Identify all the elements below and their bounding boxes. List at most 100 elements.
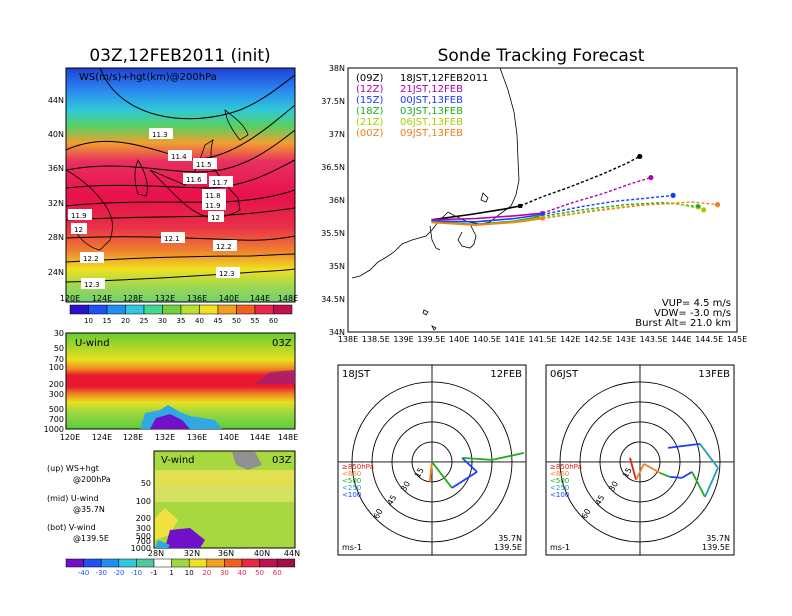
u-level: 100 bbox=[49, 363, 64, 372]
colorbar-tick: 50 bbox=[255, 569, 264, 577]
ws-lat-label: 28N bbox=[48, 233, 64, 242]
hodo-segment bbox=[431, 461, 453, 489]
colorbar-swatch bbox=[69, 304, 89, 315]
v-lat-label: 40N bbox=[254, 549, 270, 558]
colorbar-swatch bbox=[153, 558, 172, 568]
colorbar-tick: 30 bbox=[220, 569, 229, 577]
hodo-segment bbox=[430, 461, 433, 472]
hodo-segment bbox=[451, 471, 478, 489]
y-tick-label: 34N bbox=[329, 328, 345, 337]
colorbar-tick: 20 bbox=[202, 569, 211, 577]
hodo-unit: ms-1 bbox=[342, 543, 362, 552]
x-tick-label: 138E bbox=[338, 335, 358, 344]
svg-text:12.1: 12.1 bbox=[164, 235, 180, 243]
colorbar-tick: -1 bbox=[151, 569, 158, 577]
colorbar-swatch bbox=[100, 558, 120, 568]
hodo-segment bbox=[629, 457, 637, 481]
ring-label: 15 bbox=[413, 466, 426, 479]
ring-label: 30 bbox=[607, 480, 620, 493]
hodo-segment bbox=[704, 467, 719, 498]
burst-marker bbox=[540, 216, 545, 221]
colorbar-tick: 40 bbox=[195, 317, 204, 325]
hodo-segment bbox=[681, 471, 693, 479]
colorbar-swatch bbox=[171, 558, 190, 568]
y-tick-label: 38N bbox=[329, 64, 345, 73]
ring-label: 60 bbox=[372, 507, 385, 520]
ws-lon-label: 144E bbox=[250, 294, 270, 303]
legend-text: 00JST,13FEB bbox=[400, 95, 463, 106]
ws-lat-label: 36N bbox=[48, 164, 64, 173]
ws-lat-label: 32N bbox=[48, 199, 64, 208]
svg-text:12.2: 12.2 bbox=[83, 255, 99, 263]
colorbar-swatch bbox=[206, 558, 225, 568]
ws-lon-label: 124E bbox=[92, 294, 112, 303]
v-wind-panel: V-wind 03Z 50 100 200 300 500 700 1000 2… bbox=[131, 450, 300, 558]
track-dashed bbox=[520, 155, 641, 207]
hodo-lat: 35.7N bbox=[498, 534, 522, 543]
u-lon-label: 132E bbox=[155, 433, 175, 442]
ring-label: 60 bbox=[580, 507, 593, 520]
u-level: 500 bbox=[49, 405, 64, 414]
burst-marker bbox=[534, 215, 539, 220]
colorbar-swatch bbox=[83, 558, 102, 568]
hodo-segment bbox=[667, 443, 701, 449]
colorbar-swatch bbox=[143, 304, 163, 315]
legend-text: 09JST,13FEB bbox=[400, 128, 463, 139]
hodo-date: 13FEB bbox=[698, 369, 730, 380]
x-tick-label: 143.5E bbox=[640, 335, 668, 344]
legend-text: 21JST,12FEB bbox=[400, 84, 463, 95]
svg-text:11.7: 11.7 bbox=[212, 179, 228, 187]
v-panel-time: 03Z bbox=[272, 455, 292, 466]
v-colorbar: -40 -30 -20 -10 -1 1 10 20 30 40 50 60 bbox=[65, 558, 296, 577]
colorbar-tick: 55 bbox=[251, 317, 260, 325]
colorbar-tick: 40 bbox=[238, 569, 247, 577]
svg-text:@139.5E: @139.5E bbox=[73, 534, 109, 543]
hodo-segment bbox=[643, 463, 661, 474]
colorbar-tick: -40 bbox=[78, 569, 89, 577]
level-legend: <500 bbox=[550, 477, 569, 485]
colorbar-swatch bbox=[136, 558, 155, 568]
colorbar-swatch bbox=[106, 304, 126, 315]
level-legend: <850 bbox=[342, 470, 361, 478]
colorbar-tick: -30 bbox=[95, 569, 106, 577]
hodo-segment bbox=[491, 452, 525, 461]
x-tick-label: 143E bbox=[616, 335, 636, 344]
colorbar-tick: 1 bbox=[169, 569, 173, 577]
hodo-segment bbox=[429, 471, 432, 482]
ring-label: 45 bbox=[594, 493, 607, 506]
hodo-lon: 139.5E bbox=[494, 543, 522, 552]
legend-text: 06JST,13FEB bbox=[400, 117, 463, 128]
colorbar-swatch bbox=[259, 558, 278, 568]
v-level: 300 bbox=[136, 524, 151, 533]
hodo-lon: 139.5E bbox=[702, 543, 730, 552]
ws-map: WS(m/s)+hgt(km)@200hPa 11.3 11.4 11.5 11… bbox=[48, 67, 298, 303]
tracking-title: Sonde Tracking Forecast bbox=[438, 46, 645, 66]
left-legend-text: (up) WS+hgt @200hPa (mid) U-wind @35.7N … bbox=[47, 464, 111, 543]
svg-text:11.5: 11.5 bbox=[196, 161, 212, 169]
svg-text:11.4: 11.4 bbox=[171, 153, 187, 161]
v-level: 500 bbox=[136, 532, 151, 541]
legend-text: 03JST,13FEB bbox=[400, 106, 463, 117]
legend-code: (00Z) bbox=[356, 128, 383, 139]
colorbar-tick: -10 bbox=[131, 569, 142, 577]
colorbar-swatch bbox=[254, 304, 274, 315]
track-solid bbox=[431, 217, 543, 226]
level-legend: ≥850hPa bbox=[550, 463, 582, 471]
colorbar-swatch bbox=[199, 304, 219, 315]
track-solid bbox=[431, 213, 543, 223]
v-lat-label: 32N bbox=[184, 549, 200, 558]
colorbar-tick: 10 bbox=[185, 569, 194, 577]
ring-label: 15 bbox=[621, 466, 634, 479]
colorbar-swatch bbox=[217, 304, 237, 315]
track-solid bbox=[431, 205, 521, 221]
svg-text:11.8: 11.8 bbox=[205, 192, 221, 200]
track-end-marker bbox=[701, 207, 707, 213]
svg-text:11.6: 11.6 bbox=[186, 176, 202, 184]
svg-text:(bot) V-wind: (bot) V-wind bbox=[47, 523, 96, 532]
x-tick-label: 141E bbox=[505, 335, 525, 344]
hodo-unit: ms-1 bbox=[550, 543, 570, 552]
legend-code: (15Z) bbox=[356, 95, 383, 106]
track-dashed bbox=[536, 201, 699, 218]
